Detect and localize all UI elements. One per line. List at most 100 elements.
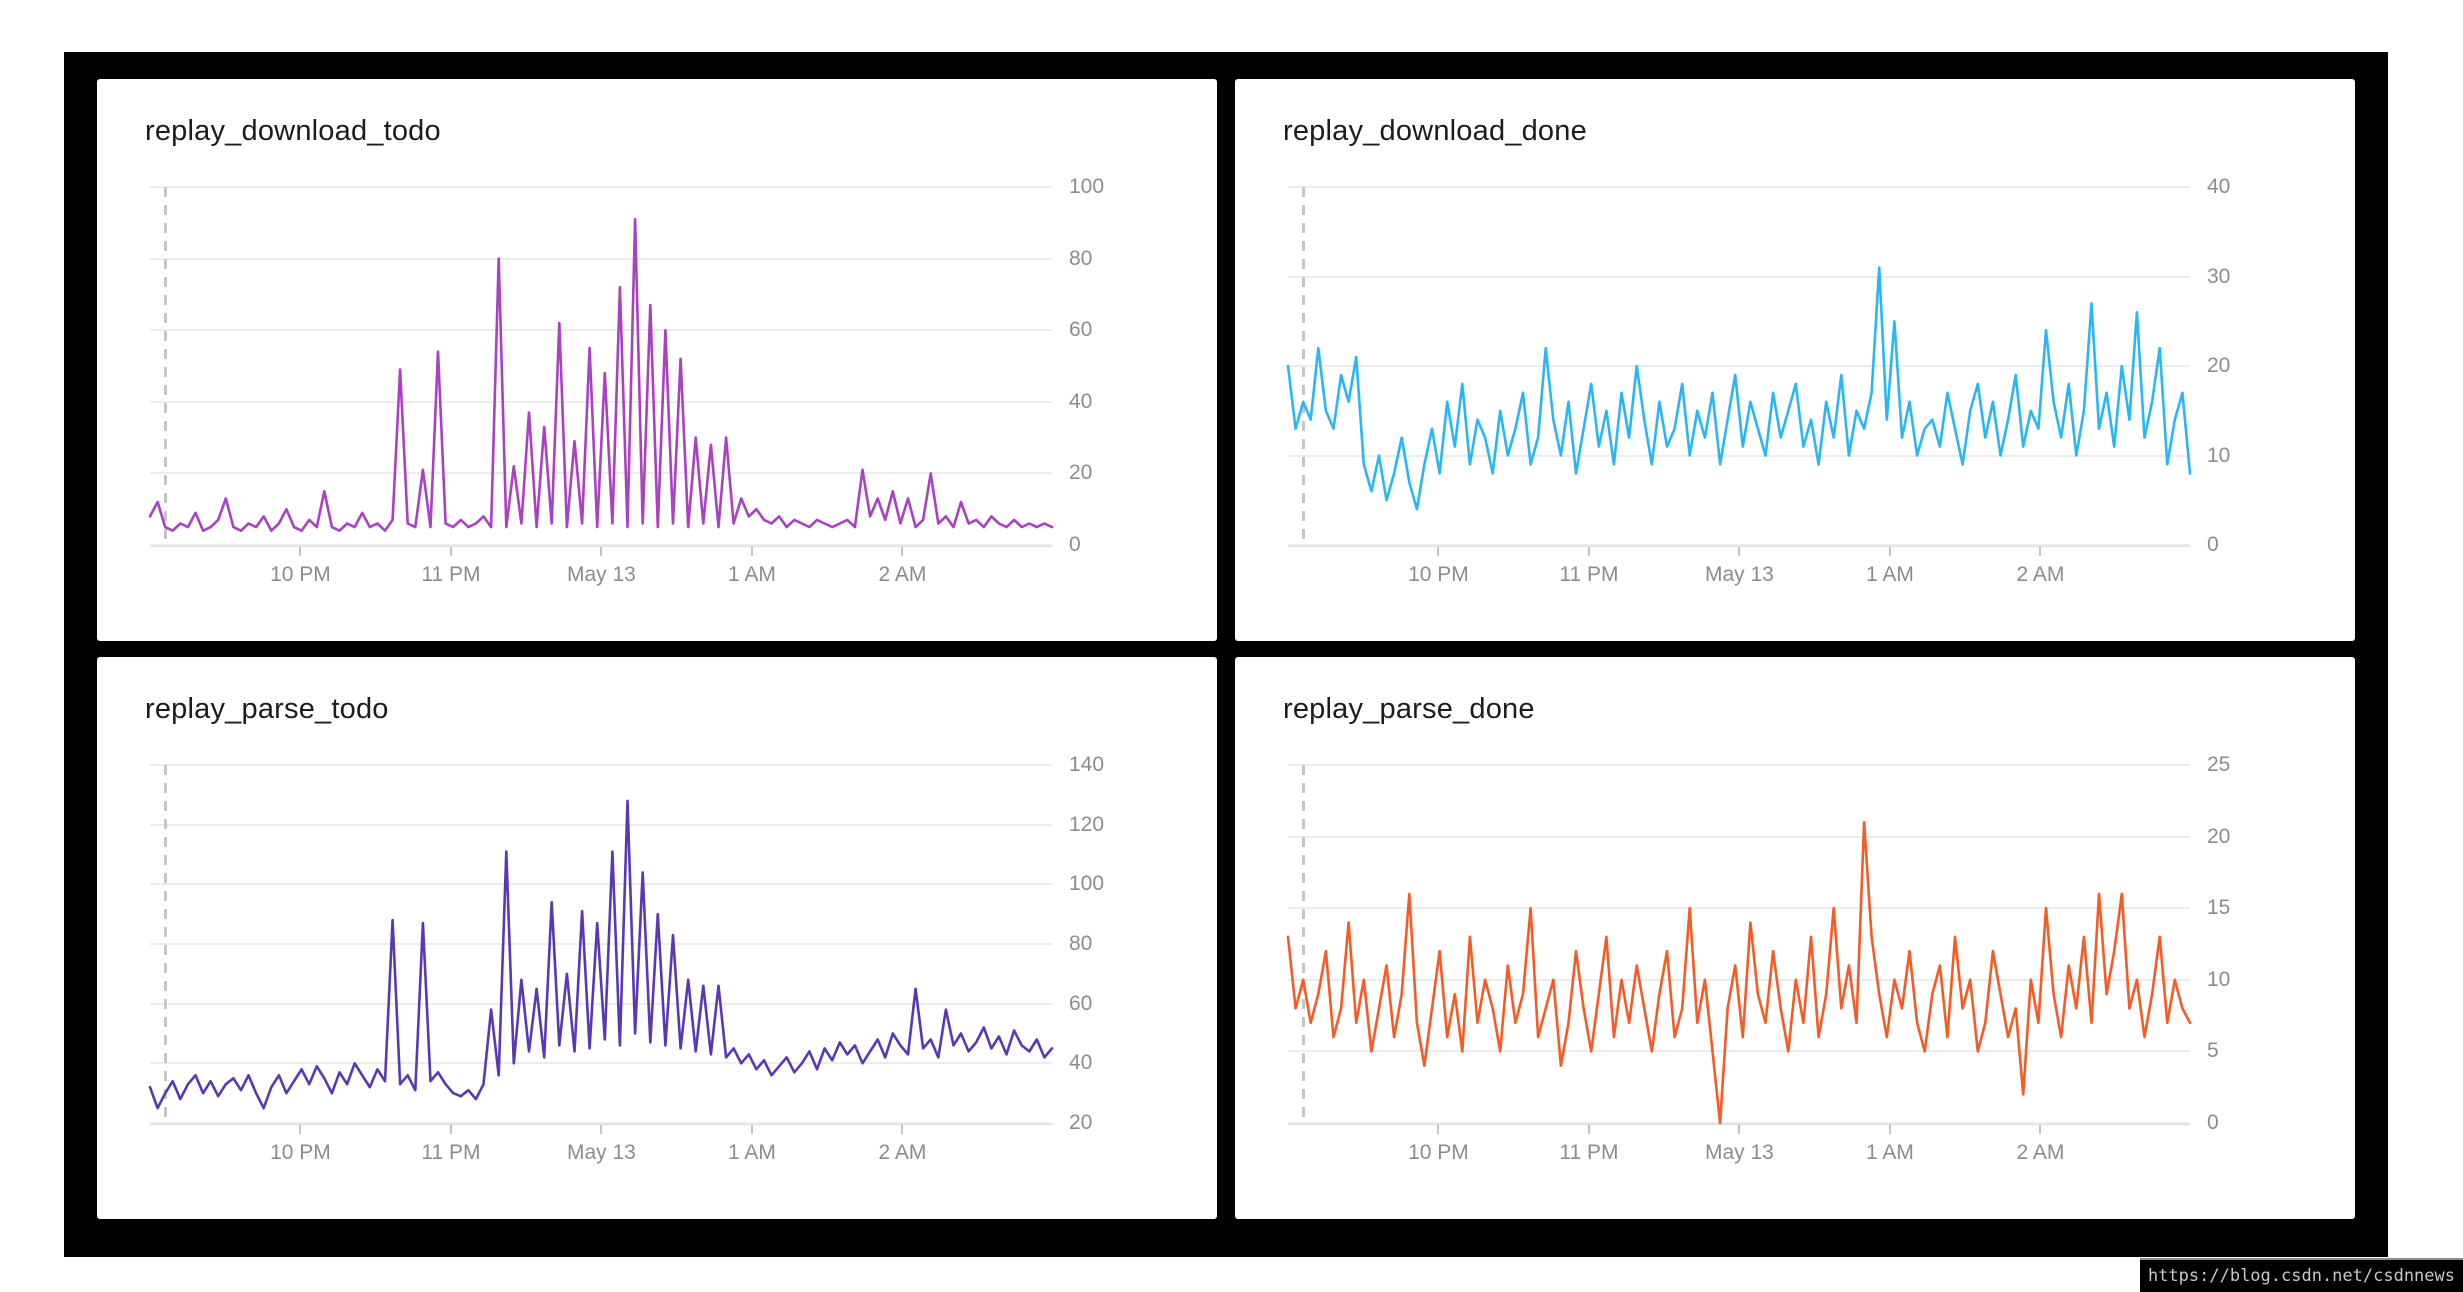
x-axis-label: 1 AM: [728, 563, 776, 586]
plot-area[interactable]: [148, 764, 1054, 1125]
series-line: [148, 217, 1054, 533]
start-marker-line: [163, 765, 167, 1123]
series-svg: [148, 217, 1054, 533]
gridline: [1288, 365, 2190, 367]
y-axis-label: 140: [1069, 753, 1105, 776]
x-axis-label: 10 PM: [270, 1141, 331, 1164]
y-axis-label: 10: [2207, 967, 2231, 991]
gridline: [150, 823, 1052, 826]
y-axis-label: 20: [2207, 354, 2231, 377]
x-axis-tick: [1587, 547, 1590, 556]
chart-title: replay_parse_todo: [145, 693, 389, 725]
start-marker-line: [1301, 765, 1305, 1123]
x-axis-label: 11 PM: [1559, 1141, 1619, 1164]
plot-area[interactable]: [1286, 186, 2192, 547]
x-axis-label: 10 PM: [270, 563, 331, 586]
y-axis-label: 100: [1069, 175, 1105, 198]
gridline: [150, 764, 1052, 766]
series-line: [1286, 266, 2192, 511]
series-svg: [1286, 820, 2192, 1125]
x-axis-label: 2 AM: [2016, 1141, 2065, 1164]
x-axis-tick: [2039, 547, 2042, 556]
y-axis-label: 80: [1069, 246, 1093, 270]
gridline: [1288, 186, 2190, 188]
gridline: [150, 1122, 1052, 1124]
series-svg: [148, 799, 1054, 1110]
gridline: [1288, 764, 2190, 766]
x-axis-tick: [1888, 1125, 1891, 1134]
x-axis-label: May 13: [567, 563, 636, 586]
chart-title: replay_download_todo: [145, 115, 441, 147]
x-axis-tick: [600, 1125, 603, 1134]
x-axis-label: 10 PM: [1408, 563, 1469, 586]
x-axis-tick: [1437, 547, 1440, 556]
x-axis-tick: [1437, 1125, 1440, 1134]
x-axis-tick: [299, 547, 302, 556]
watermark-link: https://blog.csdn.net/csdnnews: [2139, 1258, 2463, 1292]
gridline: [1288, 454, 2190, 457]
x-axis-tick: [1738, 1125, 1741, 1134]
y-axis-label: 20: [2207, 824, 2231, 848]
y-axis-label: 15: [2207, 896, 2231, 920]
gridline: [1288, 835, 2190, 838]
x-axis-label: 11 PM: [421, 563, 481, 586]
x-axis-label: May 13: [1705, 1141, 1774, 1164]
gridline: [1288, 275, 2190, 278]
chart-panel-replay-parse-todo: replay_parse_todo 140 120 100 80 60 40 20 10 PM…: [97, 657, 1217, 1219]
gridline: [150, 883, 1052, 886]
x-axis-tick: [901, 547, 904, 556]
x-axis-tick: [299, 1125, 302, 1134]
x-axis-label: 2 AM: [878, 563, 927, 586]
x-axis-label: 2 AM: [2016, 563, 2065, 586]
start-marker-line: [1301, 187, 1305, 545]
gridline: [1288, 1050, 2190, 1053]
x-axis-tick: [750, 547, 753, 556]
y-axis-label: 60: [1069, 991, 1093, 1015]
gridline: [1288, 544, 2190, 546]
x-axis-tick: [2039, 1125, 2042, 1134]
chart-panel-replay-download-done: replay_download_done 40 30 20 10 0 10 PM 11 PM…: [1235, 79, 2355, 641]
x-axis-label: 11 PM: [421, 1141, 481, 1164]
x-axis-tick: [1738, 547, 1741, 556]
chart-panel-replay-download-todo: replay_download_todo 100 80 60 40 20 0 10 PM 11…: [97, 79, 1217, 641]
x-axis-tick: [449, 547, 452, 556]
x-axis-tick: [901, 1125, 904, 1134]
series-line: [1286, 820, 2192, 1125]
x-axis-label: 1 AM: [1866, 1141, 1914, 1164]
y-axis-label: 40: [1069, 389, 1093, 413]
gridline: [150, 544, 1052, 546]
y-axis-label: 30: [2207, 264, 2231, 288]
plot-area[interactable]: [1286, 764, 2192, 1125]
y-axis-label: 120: [1069, 812, 1105, 836]
x-axis-label: May 13: [1705, 563, 1774, 586]
y-axis-label: 60: [1069, 318, 1093, 342]
x-axis-label: 1 AM: [728, 1141, 776, 1164]
chart-title: replay_download_done: [1283, 115, 1587, 147]
x-axis-tick: [449, 1125, 452, 1134]
gridline: [150, 1002, 1052, 1005]
gridline: [150, 400, 1052, 403]
gridline: [150, 329, 1052, 332]
y-axis-label: 40: [2207, 175, 2231, 198]
chart-panel-replay-parse-done: replay_parse_done 25 20 15 10 5 0 10 PM 11 PM Ma…: [1235, 657, 2355, 1219]
y-axis-label: 80: [1069, 932, 1093, 955]
series-svg: [1286, 266, 2192, 511]
series-line: [148, 799, 1054, 1110]
gridline: [150, 186, 1052, 188]
start-marker-line: [163, 187, 167, 545]
x-axis-label: 1 AM: [1866, 563, 1914, 586]
x-axis-label: May 13: [567, 1141, 636, 1164]
gridline: [150, 1062, 1052, 1065]
y-axis-label: 5: [2207, 1039, 2219, 1063]
gridline: [1288, 907, 2190, 910]
y-axis-label: 0: [2207, 533, 2219, 556]
y-axis-label: 100: [1069, 872, 1105, 896]
plot-area[interactable]: [148, 186, 1054, 547]
x-axis-label: 2 AM: [878, 1141, 927, 1164]
gridline: [150, 257, 1052, 260]
y-axis-label: 20: [1069, 1111, 1093, 1134]
dashboard-frame: replay_download_todo 100 80 60 40 20 0 10 PM 11…: [64, 52, 2388, 1257]
x-axis-tick: [1587, 1125, 1590, 1134]
x-axis-tick: [1888, 547, 1891, 556]
y-axis-label: 20: [1069, 461, 1093, 485]
